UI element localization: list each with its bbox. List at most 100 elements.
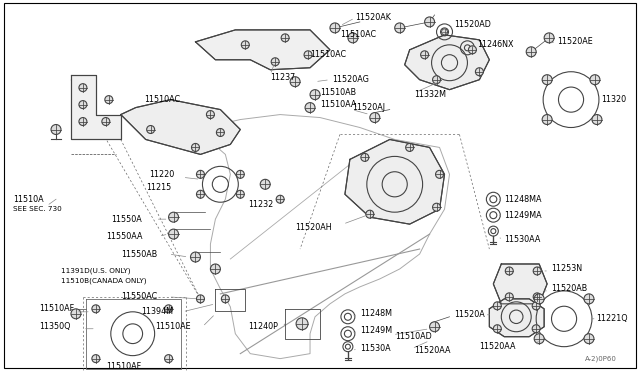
- Circle shape: [584, 334, 594, 344]
- Circle shape: [544, 33, 554, 43]
- Circle shape: [260, 179, 270, 189]
- Text: 11520AG: 11520AG: [332, 75, 369, 84]
- Circle shape: [476, 68, 483, 76]
- Circle shape: [310, 90, 320, 100]
- Circle shape: [584, 294, 594, 304]
- Circle shape: [361, 153, 369, 161]
- Circle shape: [79, 84, 87, 92]
- Text: 11320: 11320: [601, 95, 626, 104]
- Circle shape: [526, 47, 536, 57]
- Circle shape: [71, 309, 81, 319]
- Circle shape: [79, 100, 87, 109]
- Circle shape: [533, 267, 541, 275]
- Text: 11221Q: 11221Q: [596, 314, 628, 323]
- Circle shape: [276, 195, 284, 203]
- Polygon shape: [490, 299, 544, 337]
- Circle shape: [191, 144, 200, 151]
- Circle shape: [420, 51, 429, 59]
- Circle shape: [236, 190, 244, 198]
- Text: 11520AA: 11520AA: [415, 346, 451, 355]
- Circle shape: [196, 190, 204, 198]
- Circle shape: [221, 295, 229, 303]
- Text: 11249MA: 11249MA: [504, 211, 542, 220]
- Circle shape: [532, 325, 540, 333]
- Circle shape: [296, 318, 308, 330]
- Circle shape: [147, 125, 155, 134]
- Circle shape: [534, 334, 544, 344]
- Circle shape: [542, 75, 552, 85]
- Text: SEE SEC. 730: SEE SEC. 730: [13, 206, 62, 212]
- Text: 11530A: 11530A: [360, 344, 390, 353]
- Text: 11520AE: 11520AE: [557, 37, 593, 46]
- Text: 11237: 11237: [270, 73, 296, 82]
- Circle shape: [79, 118, 87, 125]
- Circle shape: [92, 305, 100, 313]
- Circle shape: [493, 302, 501, 310]
- Polygon shape: [121, 100, 240, 154]
- Circle shape: [493, 325, 501, 333]
- Text: 11253N: 11253N: [551, 264, 582, 273]
- Circle shape: [236, 170, 244, 178]
- Text: 11332M: 11332M: [415, 90, 447, 99]
- Circle shape: [191, 252, 200, 262]
- Circle shape: [542, 115, 552, 125]
- Circle shape: [429, 322, 440, 332]
- Text: 11350Q: 11350Q: [39, 322, 70, 331]
- Text: 11530AA: 11530AA: [504, 235, 541, 244]
- Circle shape: [436, 170, 444, 178]
- Text: 11394M: 11394M: [141, 307, 173, 316]
- Circle shape: [164, 305, 173, 313]
- Text: 11510AE: 11510AE: [156, 322, 191, 331]
- Text: 11520AA: 11520AA: [479, 342, 516, 351]
- Text: 11510AC: 11510AC: [340, 31, 376, 39]
- Polygon shape: [493, 264, 547, 304]
- Circle shape: [196, 295, 204, 303]
- Circle shape: [592, 115, 602, 125]
- Circle shape: [207, 110, 214, 119]
- Circle shape: [395, 23, 404, 33]
- Circle shape: [533, 293, 541, 301]
- Circle shape: [51, 125, 61, 135]
- Text: 11520AK: 11520AK: [355, 13, 391, 22]
- Text: 11510AC: 11510AC: [310, 50, 346, 59]
- Text: 11510AF: 11510AF: [106, 362, 141, 371]
- Circle shape: [105, 96, 113, 104]
- Circle shape: [281, 34, 289, 42]
- Text: 11550AC: 11550AC: [121, 292, 157, 301]
- Text: 11510AC: 11510AC: [143, 95, 180, 104]
- Polygon shape: [71, 75, 121, 140]
- Circle shape: [348, 33, 358, 43]
- Text: 11510A: 11510A: [13, 195, 44, 204]
- Circle shape: [92, 355, 100, 363]
- Text: 11520AB: 11520AB: [551, 284, 588, 294]
- Text: 11220: 11220: [148, 170, 174, 179]
- Polygon shape: [195, 30, 330, 70]
- Text: 11248M: 11248M: [360, 309, 392, 318]
- Text: A-2)0P60: A-2)0P60: [585, 355, 617, 362]
- Circle shape: [442, 29, 447, 35]
- Circle shape: [532, 302, 540, 310]
- Text: 11510AF: 11510AF: [39, 304, 74, 313]
- Circle shape: [370, 113, 380, 122]
- Circle shape: [433, 203, 440, 211]
- Circle shape: [305, 103, 315, 113]
- Circle shape: [506, 293, 513, 301]
- Circle shape: [424, 17, 435, 27]
- Circle shape: [241, 41, 249, 49]
- Circle shape: [216, 128, 225, 137]
- Text: 11550AB: 11550AB: [121, 250, 157, 259]
- Text: 11520AH: 11520AH: [295, 222, 332, 232]
- Text: 11520A: 11520A: [454, 310, 485, 319]
- Circle shape: [433, 76, 440, 84]
- Text: 11550AA: 11550AA: [106, 232, 142, 241]
- Circle shape: [271, 58, 279, 66]
- Circle shape: [534, 294, 544, 304]
- Text: 11520AD: 11520AD: [454, 20, 492, 29]
- Text: 11550A: 11550A: [111, 215, 141, 224]
- Text: 11246NX: 11246NX: [477, 40, 514, 49]
- Circle shape: [304, 51, 312, 59]
- Text: 11391D(U.S. ONLY): 11391D(U.S. ONLY): [61, 268, 131, 274]
- Circle shape: [196, 170, 204, 178]
- Circle shape: [168, 212, 179, 222]
- Circle shape: [168, 229, 179, 239]
